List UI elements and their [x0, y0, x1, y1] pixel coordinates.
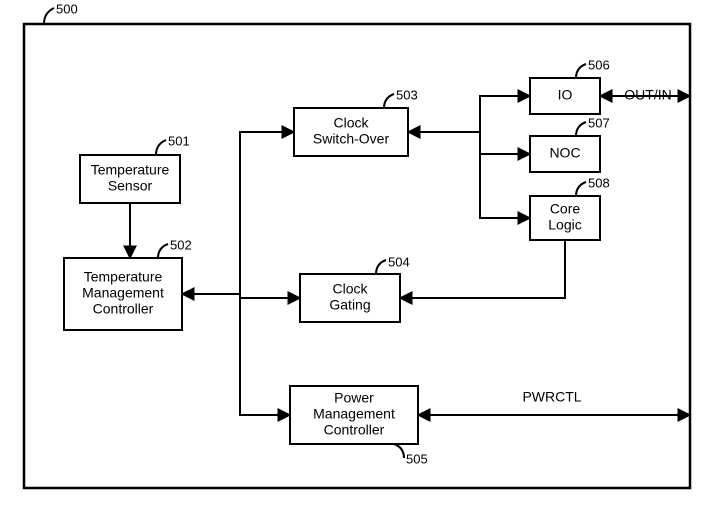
leader-core: [576, 182, 586, 196]
edge-core-to-cg: [400, 240, 565, 298]
refnum-pmc: 505: [406, 451, 428, 466]
node-tmc: TemperatureManagementController: [64, 258, 182, 330]
signal-pwrctl: PWRCTL: [522, 389, 581, 405]
node-io-label-0: IO: [558, 87, 573, 103]
leader-tmc: [158, 244, 168, 258]
edge-bus-to-cg: [240, 294, 300, 298]
node-core-label-0: Core: [550, 201, 581, 217]
node-pmc-label-0: Power: [334, 390, 374, 406]
node-tmc-label-1: Management: [82, 285, 164, 301]
edge-branch-to-core: [480, 132, 530, 218]
node-cso: ClockSwitch-Over: [294, 108, 408, 156]
node-pmc-label-2: Controller: [324, 422, 385, 438]
node-pmc: PowerManagementController: [290, 386, 418, 444]
edge-branch-to-io: [480, 96, 530, 132]
signal-outin: OUT/IN: [624, 87, 671, 103]
refnum-cg: 504: [388, 254, 410, 269]
leader-cg: [376, 260, 386, 274]
node-core: CoreLogic: [530, 196, 600, 240]
node-cso-label-0: Clock: [333, 115, 369, 131]
leader-outer: [44, 8, 54, 24]
refnum-core: 508: [588, 175, 610, 190]
refnum-outer: 500: [56, 1, 78, 16]
node-cg: ClockGating: [300, 274, 400, 322]
refnum-tmc: 502: [170, 237, 192, 252]
refnum-sensor: 501: [168, 133, 190, 148]
node-tmc-label-2: Controller: [93, 301, 154, 317]
leader-sensor: [156, 140, 166, 155]
leader-io: [576, 64, 586, 78]
refnum-noc: 507: [588, 115, 610, 130]
node-noc-label-0: NOC: [549, 145, 580, 161]
node-cg-label-0: Clock: [332, 281, 368, 297]
node-sensor-label-1: Sensor: [108, 178, 153, 194]
node-sensor: TemperatureSensor: [80, 155, 180, 203]
diagram-canvas: TemperatureSensorTemperatureManagementCo…: [0, 0, 704, 506]
node-io: IO: [530, 78, 600, 114]
node-core-label-1: Logic: [548, 217, 581, 233]
leader-noc: [576, 122, 586, 136]
leader-cso: [384, 94, 394, 108]
refnum-io: 506: [588, 57, 610, 72]
leader-pmc: [394, 444, 404, 458]
node-sensor-label-0: Temperature: [91, 162, 170, 178]
node-cso-label-1: Switch-Over: [313, 131, 390, 147]
refnum-cso: 503: [396, 87, 418, 102]
node-tmc-label-0: Temperature: [84, 269, 163, 285]
edge-bus-to-cso: [240, 132, 294, 294]
node-pmc-label-1: Management: [313, 406, 395, 422]
edge-bus-to-pmc: [240, 294, 290, 415]
edge-branch-to-noc: [480, 132, 530, 154]
node-cg-label-1: Gating: [329, 297, 370, 313]
node-noc: NOC: [530, 136, 600, 172]
